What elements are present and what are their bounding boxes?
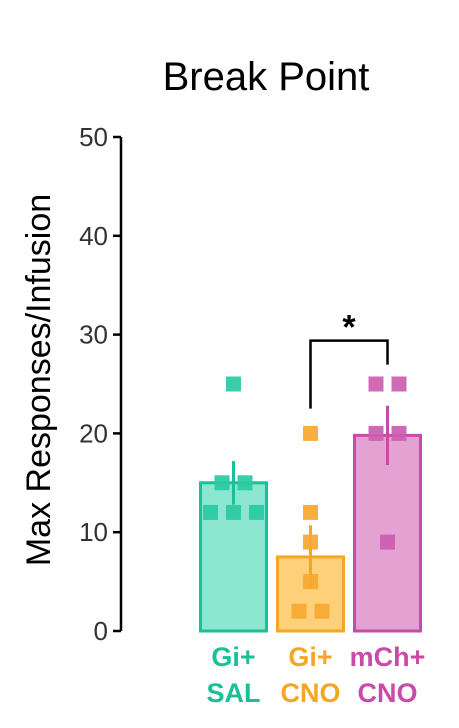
data-point-2-1: [391, 376, 407, 392]
y-tick-label-3: 30: [79, 320, 108, 350]
data-point-0-1: [214, 475, 230, 491]
y-axis-label: Max Responses/Infusion: [20, 194, 58, 566]
data-point-1-1: [303, 504, 318, 520]
significance-star-0: *: [342, 309, 356, 347]
data-point-0-0: [226, 376, 241, 392]
y-tick-label-1: 10: [79, 517, 108, 547]
category-label-2-line2: CNO: [358, 678, 418, 708]
category-label-0-line2: SAL: [207, 678, 261, 708]
significance-annotation: *: [309, 309, 389, 409]
data-point-2-4: [380, 534, 395, 550]
y-axis: 0 10 20 30 40 50: [79, 122, 123, 646]
category-label-0-line1: Gi+: [211, 642, 255, 672]
data-point-0-4: [226, 504, 241, 520]
data-point-2-3: [391, 425, 407, 441]
category-label-2-line1: mCh+: [350, 642, 426, 672]
data-point-1-2: [303, 534, 318, 550]
significance-bracket-0: [309, 339, 389, 409]
bars: [199, 405, 422, 633]
y-tick-label-5: 50: [79, 122, 108, 152]
chart-title: Break Point: [163, 55, 370, 99]
data-point-1-5: [314, 603, 330, 619]
data-point-1-0: [303, 425, 318, 441]
data-point-0-3: [203, 504, 218, 520]
category-labels: Gi+ SAL Gi+ CNO mCh+ CNO: [207, 642, 426, 708]
category-label-1-line1: Gi+: [288, 642, 332, 672]
data-point-0-2: [237, 475, 253, 491]
y-tick-label-4: 40: [79, 221, 108, 251]
data-point-1-3: [303, 574, 318, 590]
data-point-1-4: [291, 603, 307, 619]
y-tick-label-0: 0: [94, 616, 108, 646]
category-label-1-line2: CNO: [281, 678, 341, 708]
data-point-2-0: [368, 376, 384, 392]
data-points: [203, 376, 407, 619]
data-point-0-5: [249, 504, 264, 520]
y-tick-label-2: 20: [79, 418, 108, 448]
data-point-2-2: [368, 425, 384, 441]
